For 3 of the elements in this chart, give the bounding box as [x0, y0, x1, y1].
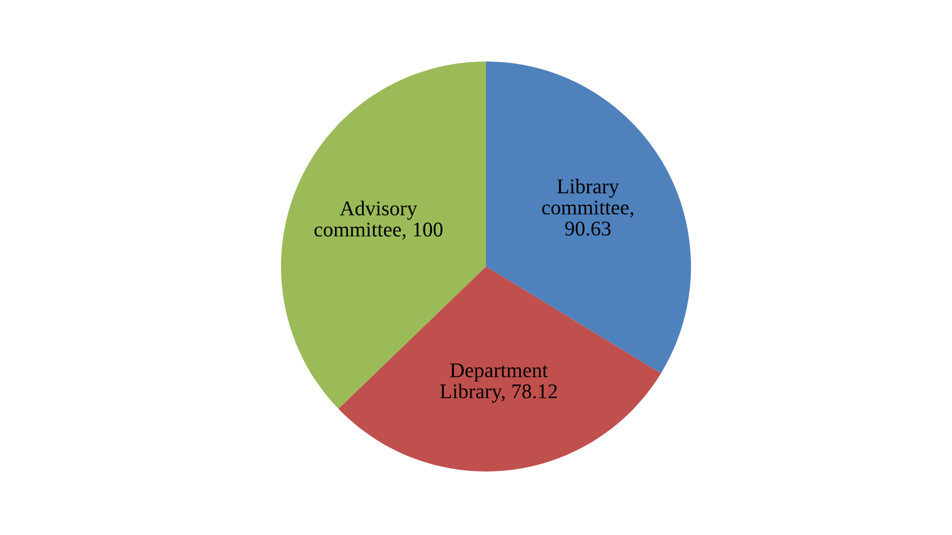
slice-label: Library committee, 90.63 [542, 178, 634, 236]
slice-label: Advisory committee, 100 [314, 200, 442, 240]
slice-label: Department Library, 78.12 [440, 363, 557, 403]
